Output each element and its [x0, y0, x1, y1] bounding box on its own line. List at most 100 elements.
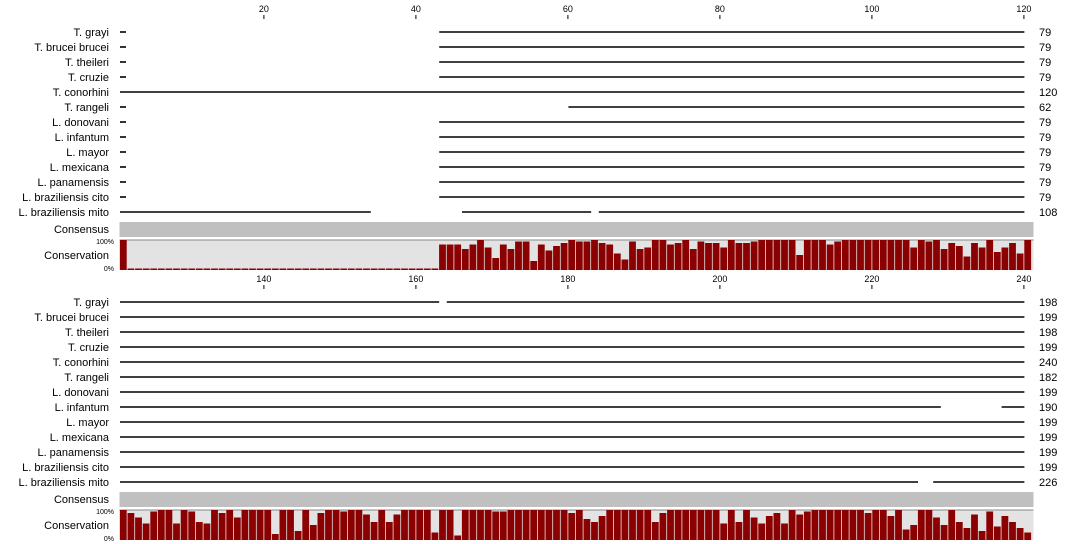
conservation-bar — [553, 510, 560, 540]
conservation-bar — [401, 510, 408, 540]
conservation-bar — [910, 247, 918, 270]
conservation-bar — [195, 268, 203, 270]
sequence-end-count: 79 — [1039, 192, 1051, 204]
conservation-bar — [119, 510, 127, 540]
conservation-bar — [271, 268, 279, 270]
conservation-bar — [203, 523, 211, 540]
conservation-bar — [917, 510, 925, 540]
sequence-name: L. mayor — [66, 147, 109, 159]
conservation-bar — [515, 241, 522, 270]
conservation-bar — [568, 513, 576, 540]
sequence-end-count: 108 — [1039, 207, 1057, 219]
conservation-bar — [180, 510, 188, 540]
sequence-name: L. infantum — [55, 132, 109, 144]
sequence-name: T. conorhini — [53, 87, 109, 99]
conservation-bar — [180, 268, 188, 270]
conservation-bar — [165, 268, 173, 270]
sequence-name: T. cruzie — [68, 342, 109, 354]
conservation-bar — [834, 241, 842, 270]
conservation-bar — [378, 510, 386, 540]
conservation-bar — [469, 244, 477, 270]
conservation-bar — [1001, 247, 1009, 270]
conservation-bar — [591, 240, 598, 270]
consensus-label: Consensus — [54, 224, 110, 236]
conservation-bar — [279, 268, 287, 270]
conservation-bar — [727, 510, 735, 540]
conservation-bar — [332, 268, 340, 270]
conservation-bar — [530, 261, 538, 270]
conservation-bar — [712, 510, 720, 540]
conservation-bar — [651, 522, 659, 540]
conservation-bar — [287, 510, 294, 540]
conservation-bar — [233, 268, 241, 270]
conservation-bar — [454, 535, 462, 540]
conservation-bar — [188, 511, 196, 540]
conservation-pct-bottom: 0% — [104, 266, 114, 273]
conservation-bar — [264, 510, 272, 540]
conservation-bar — [317, 513, 325, 540]
conservation-bar — [408, 268, 416, 270]
conservation-pct-bottom: 0% — [104, 536, 114, 543]
conservation-bar — [841, 240, 849, 270]
conservation-bar — [765, 240, 773, 270]
conservation-bar — [636, 510, 644, 540]
conservation-bar — [340, 268, 348, 270]
conservation-bar — [226, 268, 234, 270]
conservation-bar — [439, 510, 446, 540]
conservation-bar — [925, 510, 933, 540]
conservation-bar — [287, 268, 294, 270]
conservation-bar — [781, 523, 788, 540]
conservation-bar — [705, 510, 712, 540]
conservation-bar — [1016, 528, 1024, 540]
sequence-end-count: 240 — [1039, 357, 1057, 369]
conservation-bar — [682, 510, 690, 540]
conservation-bar — [621, 259, 629, 270]
sequence-name: T. grayi — [74, 27, 109, 39]
conservation-bar — [492, 258, 500, 270]
conservation-bar — [1001, 516, 1009, 540]
conservation-bar — [302, 510, 310, 540]
conservation-bar — [583, 241, 591, 270]
conservation-bar — [157, 510, 165, 540]
conservation-bar — [765, 516, 773, 540]
conservation-bar — [484, 247, 492, 270]
conservation-bar — [431, 532, 439, 540]
conservation-bar — [530, 510, 538, 540]
conservation-bar — [743, 243, 750, 270]
conservation-bar — [218, 513, 226, 540]
conservation-bar — [948, 243, 956, 270]
conservation-bar — [211, 510, 218, 540]
conservation-bar — [887, 240, 895, 270]
conservation-bar — [401, 268, 408, 270]
conservation-bar — [902, 240, 910, 270]
conservation-bar — [720, 523, 728, 540]
conservation-bar — [613, 253, 621, 270]
conservation-bar — [150, 268, 158, 270]
conservation-bar — [195, 522, 203, 540]
conservation-bar — [879, 240, 887, 270]
conservation-bar — [545, 250, 553, 270]
conservation-bar — [309, 525, 317, 540]
conservation-bar — [127, 268, 135, 270]
conservation-bar — [788, 510, 796, 540]
conservation-bar — [347, 510, 355, 540]
conservation-bar — [264, 268, 272, 270]
conservation-bar — [477, 510, 484, 540]
conservation-bar — [142, 523, 150, 540]
conservation-bar — [788, 240, 796, 270]
conservation-bar — [355, 510, 363, 540]
conservation-bar — [279, 510, 287, 540]
conservation-bar — [340, 511, 348, 540]
ruler-tick-label: 60 — [563, 4, 573, 14]
conservation-bar — [537, 244, 545, 270]
conservation-label: Conservation — [44, 250, 109, 262]
sequence-end-count: 199 — [1039, 387, 1057, 399]
conservation-bar — [879, 510, 887, 540]
consensus-label: Consensus — [54, 494, 110, 506]
ruler-tick-label: 80 — [715, 4, 725, 14]
conservation-bar — [294, 531, 302, 540]
conservation-bar — [963, 256, 971, 270]
conservation-bar — [135, 517, 142, 540]
conservation-bar — [294, 268, 302, 270]
